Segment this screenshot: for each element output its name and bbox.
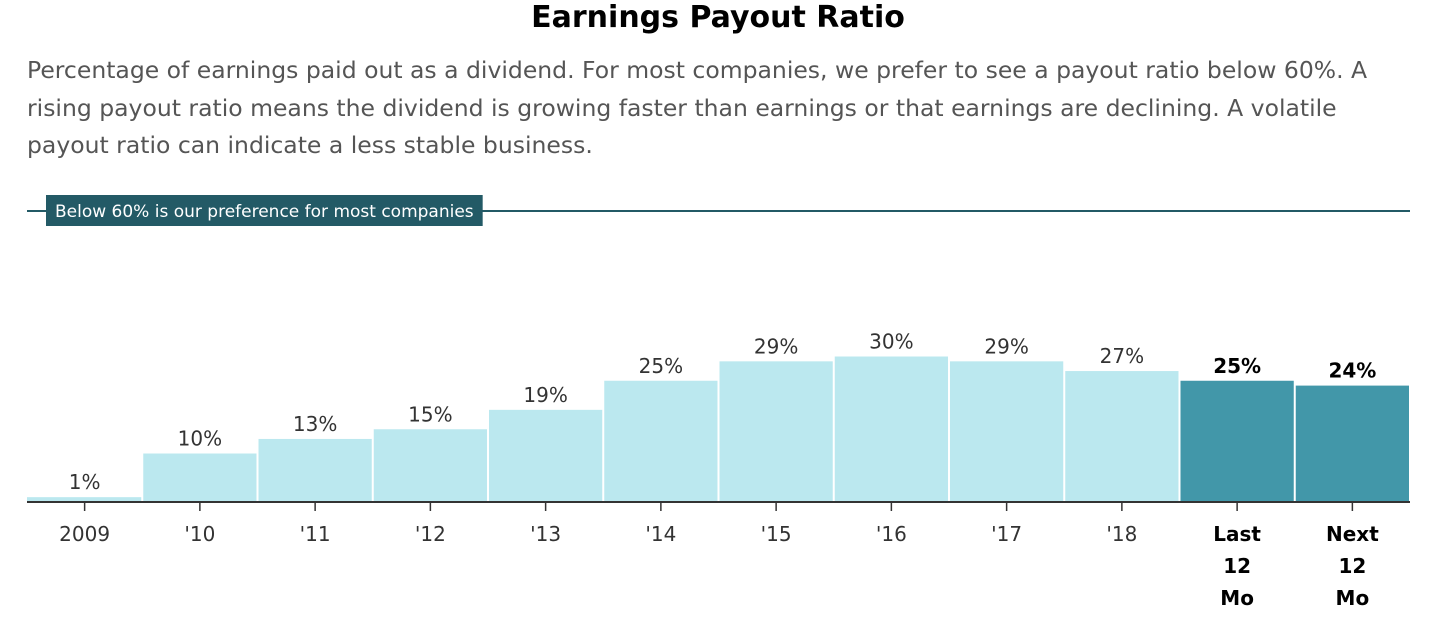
x-tick-label: Next 12 Mo xyxy=(1326,522,1379,610)
x-tick-label-line: '12 xyxy=(415,522,446,546)
x-tick-label: '12 xyxy=(415,522,446,546)
reference-label: Below 60% is our preference for most com… xyxy=(55,202,474,222)
x-tick-label-line: '16 xyxy=(876,522,907,546)
bar xyxy=(604,380,718,502)
data-labels-layer: 1% 10% 13% 15% 19% 25% 29% 30% 29% 27% 25% 24% xyxy=(69,330,1377,495)
x-axis-ticks: 2009'10'11'12'13'14'15'16'17'18 Last 12 MoN… xyxy=(59,502,1379,610)
x-tick-label-line: 2009 xyxy=(59,522,110,546)
x-tick-label-line: '17 xyxy=(991,522,1022,546)
bar xyxy=(258,438,372,502)
x-tick-label-line: '11 xyxy=(300,522,331,546)
data-label: 10% xyxy=(178,427,222,451)
x-tick-label: Last 12 Mo xyxy=(1213,522,1261,610)
x-tick-label-line: 12 xyxy=(1223,554,1251,578)
data-label: 19% xyxy=(523,383,567,407)
data-label: 29% xyxy=(984,334,1028,358)
x-tick-label: '10 xyxy=(184,522,215,546)
x-tick-label: '17 xyxy=(991,522,1022,546)
x-tick-label-line: Last xyxy=(1213,522,1261,546)
bar xyxy=(834,356,948,502)
data-label: 1% xyxy=(69,470,101,494)
bar xyxy=(1180,380,1294,502)
reference-line-group: Below 60% is our preference for most com… xyxy=(27,195,1410,226)
x-tick-label-line: '15 xyxy=(761,522,792,546)
bar xyxy=(143,453,257,502)
data-label: 30% xyxy=(869,330,913,354)
x-tick-label-line: Mo xyxy=(1220,586,1254,610)
x-tick-label-line: Next xyxy=(1326,522,1379,546)
chart-title: Earnings Payout Ratio xyxy=(531,0,905,35)
bar xyxy=(950,361,1064,502)
bar xyxy=(489,409,603,502)
data-label: 24% xyxy=(1328,359,1376,383)
x-tick-label: '18 xyxy=(1106,522,1137,546)
data-label: 13% xyxy=(293,412,337,436)
x-tick-label: 2009 xyxy=(59,522,110,546)
x-tick-label: '13 xyxy=(530,522,561,546)
x-tick-label: '15 xyxy=(761,522,792,546)
data-label: 29% xyxy=(754,334,798,358)
x-tick-label-line: '13 xyxy=(530,522,561,546)
x-tick-label-line: '14 xyxy=(645,522,676,546)
data-label: 25% xyxy=(639,354,683,378)
bar xyxy=(27,497,142,502)
bar xyxy=(373,429,487,502)
bars-layer xyxy=(27,356,1409,502)
data-label: 15% xyxy=(408,402,452,426)
bar xyxy=(719,361,833,502)
x-tick-label-line: 12 xyxy=(1338,554,1366,578)
x-tick-label: '14 xyxy=(645,522,676,546)
data-label: 25% xyxy=(1213,354,1261,378)
x-tick-label-line: '18 xyxy=(1106,522,1137,546)
x-tick-label: '11 xyxy=(300,522,331,546)
reference-label-background xyxy=(46,195,483,226)
x-tick-label-line: Mo xyxy=(1336,586,1370,610)
x-tick-label: '16 xyxy=(876,522,907,546)
data-label: 27% xyxy=(1100,344,1144,368)
x-tick-label-line: '10 xyxy=(184,522,215,546)
bar xyxy=(1065,371,1179,502)
bar xyxy=(1295,385,1409,502)
chart-description: Percentage of earnings paid out as a div… xyxy=(27,56,1368,159)
